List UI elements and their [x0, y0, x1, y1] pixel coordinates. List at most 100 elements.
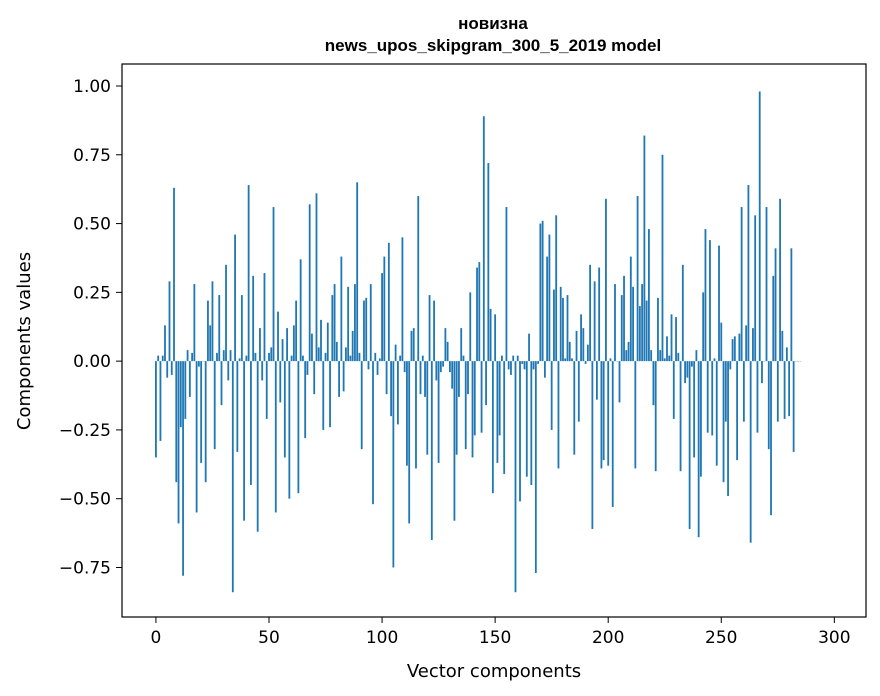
bar — [471, 361, 474, 458]
bar — [173, 187, 175, 362]
bar — [731, 339, 734, 362]
bar — [602, 361, 605, 461]
bar — [494, 314, 497, 362]
bar — [410, 330, 413, 362]
y-axis-ticks: −0.75 −0.50 −0.25 0.00 0.25 0.50 0.75 1.00 — [59, 77, 122, 578]
bar — [638, 306, 641, 362]
bar — [566, 295, 569, 362]
bar — [525, 361, 528, 477]
bar — [749, 361, 752, 543]
bar — [711, 361, 714, 436]
bar — [704, 229, 707, 362]
bar — [589, 264, 592, 362]
bar — [575, 330, 578, 362]
bar — [745, 325, 748, 362]
bar — [197, 361, 200, 367]
x-axis-ticks: 0 50 100 150 200 250 300 — [151, 617, 851, 648]
bar — [274, 361, 277, 513]
bar — [286, 328, 288, 362]
bar — [222, 350, 225, 362]
bar — [356, 182, 359, 362]
bar — [347, 286, 350, 362]
bar — [724, 361, 727, 422]
bar — [618, 361, 621, 403]
bar — [177, 361, 180, 524]
bar — [259, 328, 261, 362]
bar — [245, 355, 248, 362]
bar — [313, 361, 316, 395]
bar — [519, 361, 521, 502]
bar — [265, 361, 268, 419]
bar — [428, 295, 431, 362]
bar — [586, 344, 589, 362]
bar — [498, 361, 501, 436]
bar — [611, 361, 614, 507]
bar — [182, 361, 184, 576]
bar — [200, 361, 203, 463]
bar — [170, 361, 173, 375]
bar — [320, 319, 322, 362]
bar — [783, 361, 786, 419]
bar — [372, 361, 374, 505]
bar — [392, 361, 395, 568]
bar — [487, 163, 490, 362]
bar — [338, 361, 340, 397]
bar — [211, 281, 214, 362]
bar — [270, 347, 273, 362]
bar — [620, 295, 623, 362]
x-tick-label: 150 — [479, 628, 511, 648]
bar — [193, 284, 196, 362]
bar — [648, 229, 650, 362]
x-tick-label: 200 — [592, 628, 624, 648]
bar — [625, 350, 628, 362]
bar — [636, 196, 639, 362]
bar — [521, 361, 524, 364]
bar — [331, 295, 334, 362]
bar — [489, 308, 492, 362]
bar — [168, 281, 171, 362]
bar — [231, 361, 234, 593]
bar — [485, 361, 487, 406]
bar — [365, 297, 368, 362]
bar — [480, 361, 483, 433]
bar — [412, 328, 415, 362]
bar — [677, 352, 680, 362]
y-axis-label: Components values — [14, 252, 35, 430]
bar — [756, 361, 759, 433]
bar — [754, 215, 757, 362]
bar — [344, 347, 347, 362]
bar-series — [155, 91, 802, 593]
bar — [408, 361, 411, 524]
bar — [512, 355, 515, 362]
bar — [317, 347, 320, 362]
bar — [358, 352, 361, 362]
bar — [297, 361, 300, 494]
bar — [693, 361, 696, 458]
bar — [528, 333, 530, 362]
bar — [593, 281, 596, 362]
bar — [161, 355, 164, 362]
bar — [697, 361, 700, 538]
bar — [534, 361, 537, 573]
y-tick-label: 0.50 — [73, 215, 111, 235]
bar — [374, 352, 377, 362]
bar — [209, 325, 212, 362]
bar — [426, 361, 429, 455]
x-tick-label: 300 — [818, 628, 850, 648]
bar — [573, 361, 576, 455]
bar — [166, 361, 169, 378]
bar — [299, 259, 302, 362]
bar — [415, 361, 417, 469]
bar — [424, 361, 426, 397]
bar — [607, 361, 610, 466]
bar — [179, 361, 182, 428]
bar — [772, 275, 775, 362]
bar — [679, 361, 682, 472]
bar — [496, 361, 499, 463]
bar — [645, 300, 648, 362]
bar — [666, 336, 668, 362]
bar — [577, 361, 580, 422]
bar — [681, 264, 684, 362]
bar — [417, 196, 420, 362]
bar — [188, 361, 191, 397]
